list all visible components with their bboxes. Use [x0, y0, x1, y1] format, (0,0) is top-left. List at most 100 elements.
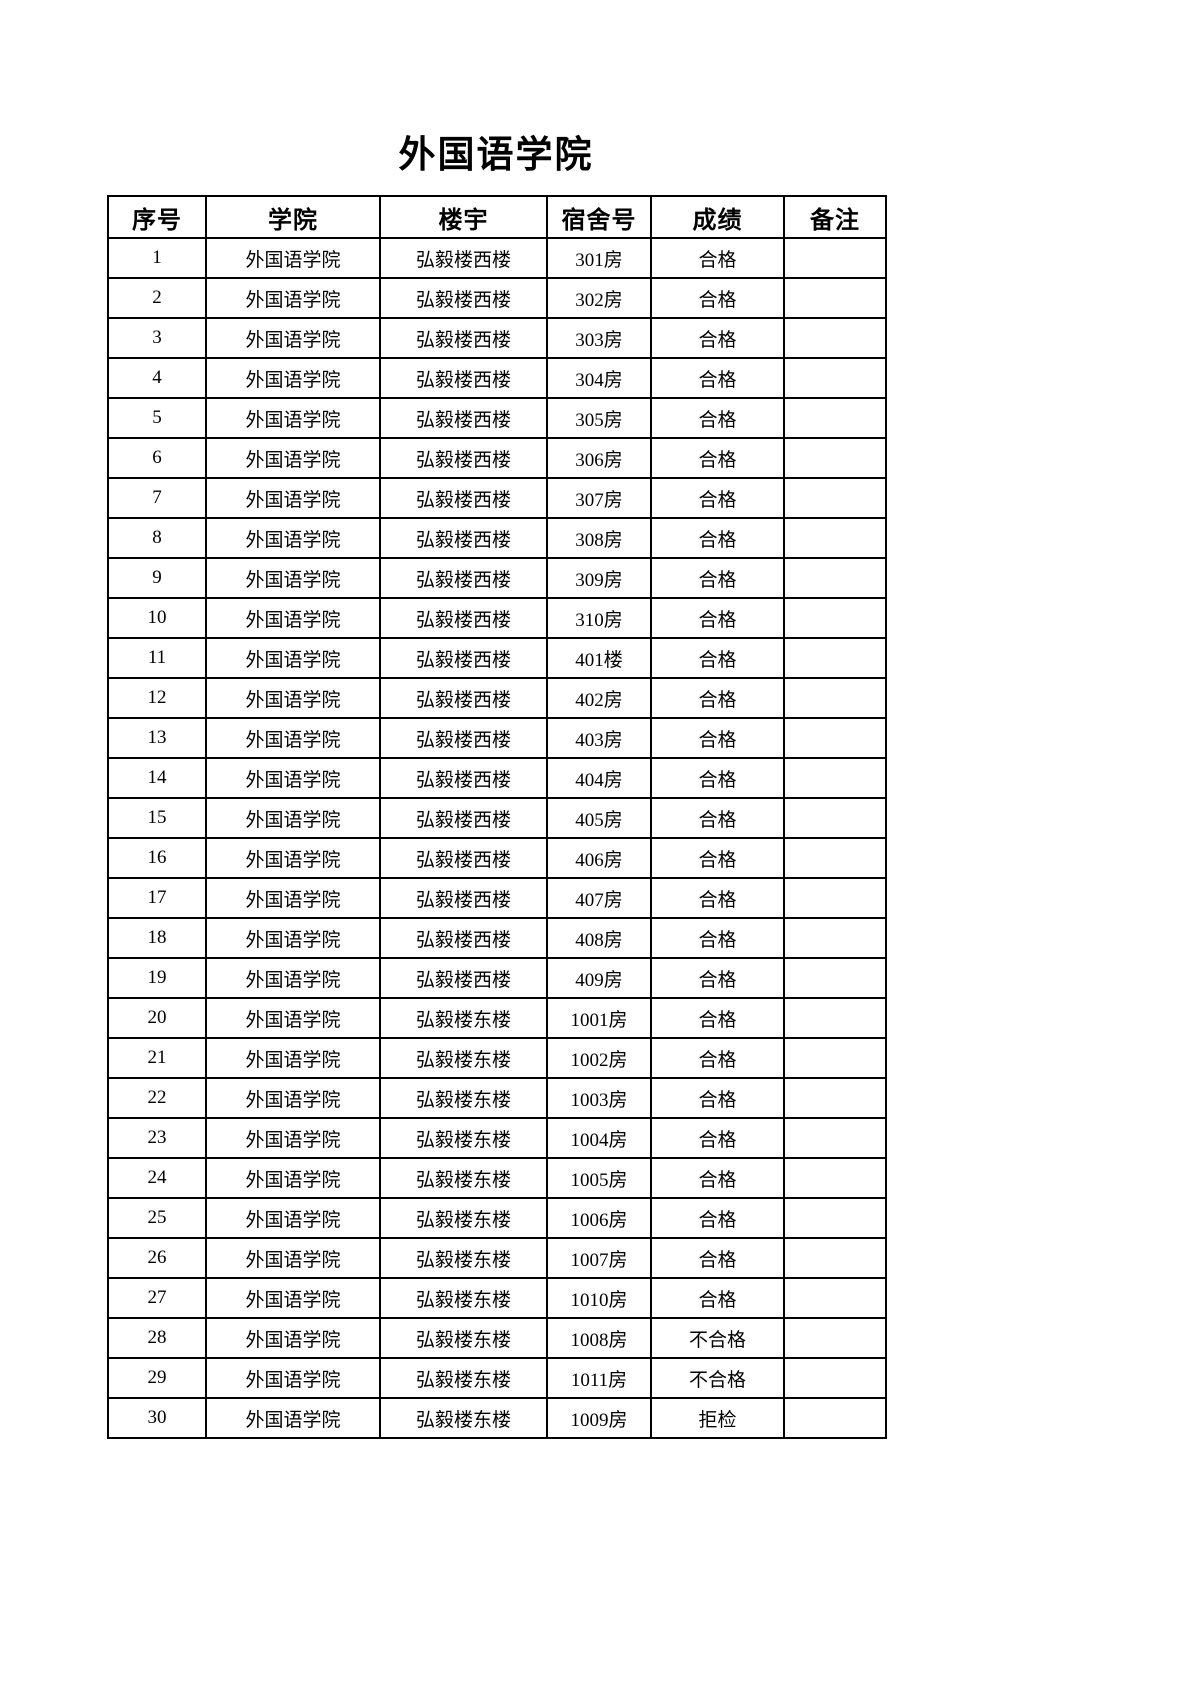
table-row: 6 外国语学院 弘毅楼西楼 306房 合格 — [107, 437, 887, 479]
table-cell-college: 外国语学院 — [205, 1317, 381, 1359]
table-body: 1 外国语学院 弘毅楼西楼 301房 合格 2 外国语学院 弘毅楼西楼 302房 合格 3 外国语学院… — [107, 237, 887, 1439]
table-row: 24 外国语学院 弘毅楼东楼 1005房 合格 — [107, 1157, 887, 1199]
table-cell-college: 外国语学院 — [205, 517, 381, 559]
table-cell-remark — [783, 797, 887, 839]
table-cell-building: 弘毅楼西楼 — [379, 877, 548, 919]
table-cell-index: 19 — [107, 957, 207, 999]
table-cell-building: 弘毅楼西楼 — [379, 717, 548, 759]
table-cell-building: 弘毅楼东楼 — [379, 1357, 548, 1399]
table-cell-index: 6 — [107, 437, 207, 479]
table-cell-index: 11 — [107, 637, 207, 679]
table-cell-building: 弘毅楼东楼 — [379, 1117, 548, 1159]
table-row: 13 外国语学院 弘毅楼西楼 403房 合格 — [107, 717, 887, 759]
table-cell-room: 310房 — [546, 597, 652, 639]
table-row: 17 外国语学院 弘毅楼西楼 407房 合格 — [107, 877, 887, 919]
table-cell-remark — [783, 1317, 887, 1359]
table-row: 5 外国语学院 弘毅楼西楼 305房 合格 — [107, 397, 887, 439]
table-cell-building: 弘毅楼西楼 — [379, 597, 548, 639]
table-cell-building: 弘毅楼西楼 — [379, 237, 548, 279]
table-cell-college: 外国语学院 — [205, 717, 381, 759]
table-row: 25 外国语学院 弘毅楼东楼 1006房 合格 — [107, 1197, 887, 1239]
table-cell-result: 合格 — [650, 557, 785, 599]
table-cell-index: 4 — [107, 357, 207, 399]
dorm-inspection-table: 序号 学院 楼宇 宿舍号 成绩 备注 1 外国语学院 弘毅楼西楼 301房 合格 2 外国语学院 弘毅楼… — [107, 195, 887, 1439]
table-cell-result: 不合格 — [650, 1317, 785, 1359]
table-cell-remark — [783, 237, 887, 279]
table-row: 29 外国语学院 弘毅楼东楼 1011房 不合格 — [107, 1357, 887, 1399]
table-cell-index: 5 — [107, 397, 207, 439]
table-cell-remark — [783, 837, 887, 879]
table-cell-room: 401楼 — [546, 637, 652, 679]
table-cell-index: 13 — [107, 717, 207, 759]
table-cell-remark — [783, 1237, 887, 1279]
table-row: 26 外国语学院 弘毅楼东楼 1007房 合格 — [107, 1237, 887, 1279]
table-cell-college: 外国语学院 — [205, 1037, 381, 1079]
table-row: 22 外国语学院 弘毅楼东楼 1003房 合格 — [107, 1077, 887, 1119]
table-cell-building: 弘毅楼东楼 — [379, 1037, 548, 1079]
table-cell-building: 弘毅楼东楼 — [379, 1317, 548, 1359]
table-row: 14 外国语学院 弘毅楼西楼 404房 合格 — [107, 757, 887, 799]
table-cell-college: 外国语学院 — [205, 317, 381, 359]
table-cell-room: 302房 — [546, 277, 652, 319]
table-cell-room: 1003房 — [546, 1077, 652, 1119]
table-cell-remark — [783, 317, 887, 359]
table-cell-room: 1008房 — [546, 1317, 652, 1359]
table-row: 7 外国语学院 弘毅楼西楼 307房 合格 — [107, 477, 887, 519]
table-cell-building: 弘毅楼西楼 — [379, 397, 548, 439]
table-cell-result: 合格 — [650, 1157, 785, 1199]
table-cell-index: 2 — [107, 277, 207, 319]
table-cell-room: 308房 — [546, 517, 652, 559]
table-cell-building: 弘毅楼西楼 — [379, 677, 548, 719]
table-cell-college: 外国语学院 — [205, 757, 381, 799]
table-cell-room: 1005房 — [546, 1157, 652, 1199]
table-cell-index: 24 — [107, 1157, 207, 1199]
table-cell-college: 外国语学院 — [205, 1397, 381, 1439]
table-cell-result: 合格 — [650, 877, 785, 919]
table-cell-room: 407房 — [546, 877, 652, 919]
table-cell-index: 29 — [107, 1357, 207, 1399]
column-header-room: 宿舍号 — [546, 195, 652, 239]
table-cell-index: 3 — [107, 317, 207, 359]
table-cell-index: 28 — [107, 1317, 207, 1359]
table-cell-result: 合格 — [650, 277, 785, 319]
table-cell-room: 403房 — [546, 717, 652, 759]
table-cell-college: 外国语学院 — [205, 677, 381, 719]
table-cell-college: 外国语学院 — [205, 597, 381, 639]
table-cell-remark — [783, 1357, 887, 1399]
table-row: 4 外国语学院 弘毅楼西楼 304房 合格 — [107, 357, 887, 399]
table-cell-remark — [783, 277, 887, 319]
table-cell-college: 外国语学院 — [205, 797, 381, 839]
table-cell-building: 弘毅楼东楼 — [379, 1197, 548, 1239]
table-cell-remark — [783, 517, 887, 559]
table-cell-college: 外国语学院 — [205, 877, 381, 919]
table-cell-building: 弘毅楼西楼 — [379, 757, 548, 799]
table-cell-building: 弘毅楼西楼 — [379, 557, 548, 599]
table-cell-college: 外国语学院 — [205, 837, 381, 879]
table-row: 20 外国语学院 弘毅楼东楼 1001房 合格 — [107, 997, 887, 1039]
table-cell-index: 15 — [107, 797, 207, 839]
table-cell-result: 合格 — [650, 357, 785, 399]
table-cell-result: 合格 — [650, 397, 785, 439]
table-cell-index: 10 — [107, 597, 207, 639]
table-cell-index: 25 — [107, 1197, 207, 1239]
table-cell-remark — [783, 1157, 887, 1199]
table-cell-college: 外国语学院 — [205, 1237, 381, 1279]
table-cell-index: 12 — [107, 677, 207, 719]
table-cell-result: 合格 — [650, 1197, 785, 1239]
table-cell-remark — [783, 477, 887, 519]
column-header-college: 学院 — [205, 195, 381, 239]
table-cell-remark — [783, 917, 887, 959]
table-cell-result: 合格 — [650, 517, 785, 559]
table-cell-result: 合格 — [650, 597, 785, 639]
column-header-index: 序号 — [107, 195, 207, 239]
table-row: 11 外国语学院 弘毅楼西楼 401楼 合格 — [107, 637, 887, 679]
table-cell-index: 7 — [107, 477, 207, 519]
table-row: 18 外国语学院 弘毅楼西楼 408房 合格 — [107, 917, 887, 959]
table-cell-remark — [783, 957, 887, 999]
table-cell-index: 9 — [107, 557, 207, 599]
table-cell-result: 合格 — [650, 1277, 785, 1319]
table-row: 3 外国语学院 弘毅楼西楼 303房 合格 — [107, 317, 887, 359]
column-header-remark: 备注 — [783, 195, 887, 239]
table-cell-college: 外国语学院 — [205, 237, 381, 279]
